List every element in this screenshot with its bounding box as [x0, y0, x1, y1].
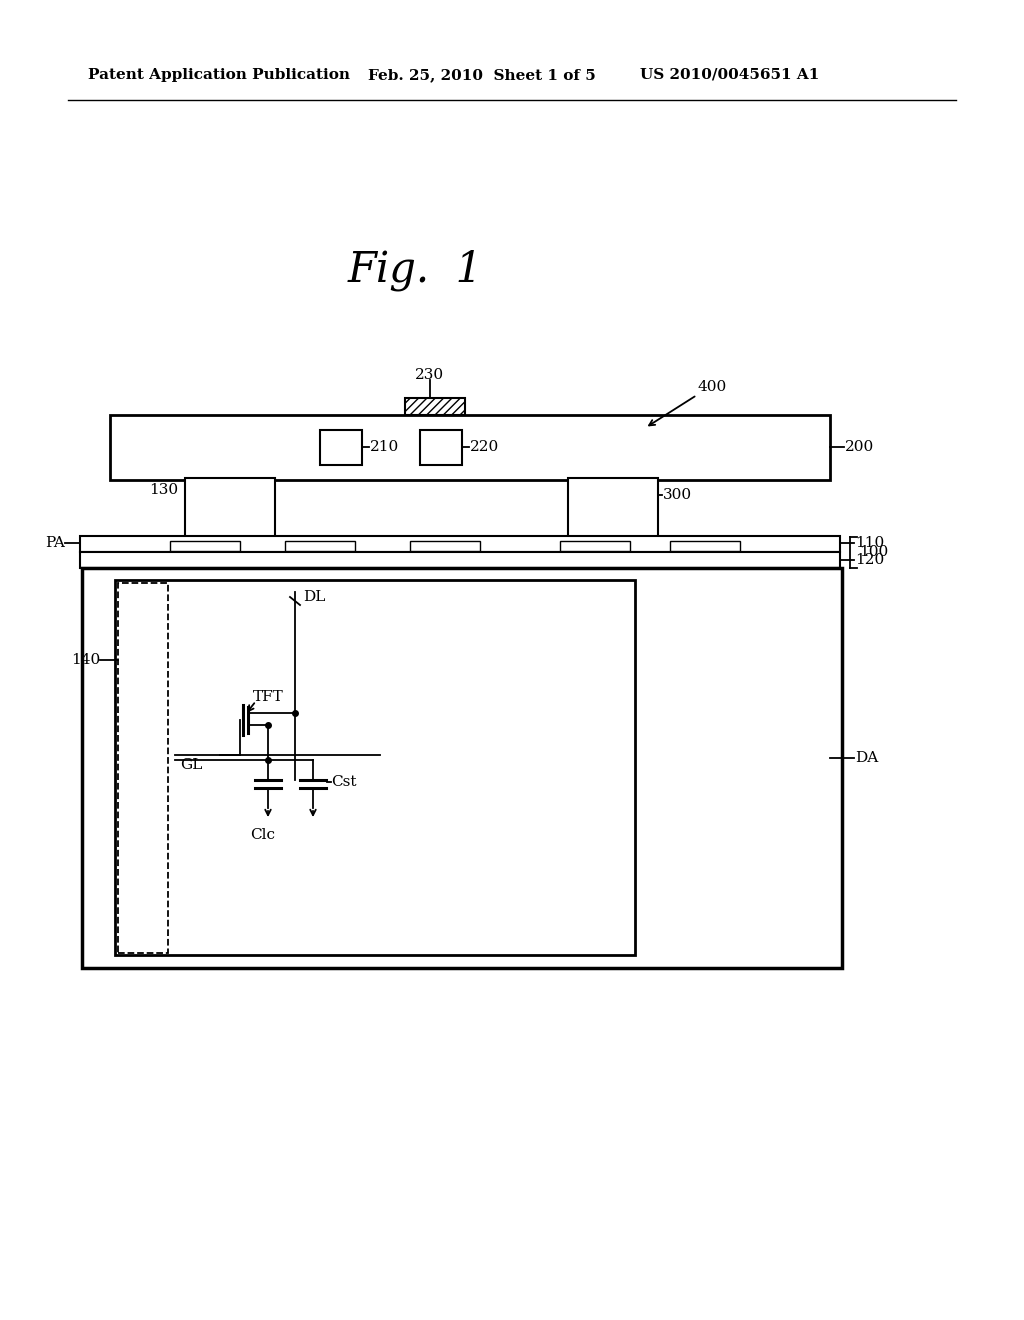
Text: 130: 130	[148, 483, 178, 498]
Text: 110: 110	[855, 536, 885, 550]
Text: 220: 220	[470, 440, 500, 454]
Bar	[110, 414, 830, 480]
Bar	[319, 430, 362, 465]
Text: GL: GL	[180, 758, 203, 772]
Text: 230: 230	[416, 368, 444, 381]
Bar	[115, 579, 635, 954]
Text: DA: DA	[855, 751, 879, 766]
Bar	[80, 552, 840, 568]
Bar	[670, 541, 740, 550]
Text: Patent Application Publication: Patent Application Publication	[88, 69, 350, 82]
Text: Feb. 25, 2010  Sheet 1 of 5: Feb. 25, 2010 Sheet 1 of 5	[368, 69, 596, 82]
Text: DL: DL	[303, 590, 326, 605]
Bar	[410, 541, 480, 550]
Bar	[560, 541, 630, 550]
Text: Clc: Clc	[251, 828, 275, 842]
Text: 300: 300	[663, 488, 692, 502]
Bar	[82, 568, 842, 968]
Bar	[420, 430, 462, 465]
Bar	[185, 478, 275, 539]
Bar	[118, 583, 168, 953]
Text: US 2010/0045651 A1: US 2010/0045651 A1	[640, 69, 819, 82]
Text: Cst: Cst	[331, 775, 356, 789]
Text: 120: 120	[855, 553, 885, 568]
Bar	[406, 399, 465, 414]
Text: PA: PA	[45, 536, 65, 550]
Text: 200: 200	[845, 440, 874, 454]
Bar	[568, 478, 658, 539]
Text: 140: 140	[71, 653, 100, 667]
Text: TFT: TFT	[253, 690, 284, 704]
Bar	[170, 541, 240, 550]
Text: 100: 100	[859, 545, 888, 558]
Text: 400: 400	[697, 380, 726, 393]
Bar	[285, 541, 355, 550]
Bar	[80, 536, 840, 552]
Text: Fig.  1: Fig. 1	[347, 249, 482, 290]
Text: 210: 210	[370, 440, 399, 454]
